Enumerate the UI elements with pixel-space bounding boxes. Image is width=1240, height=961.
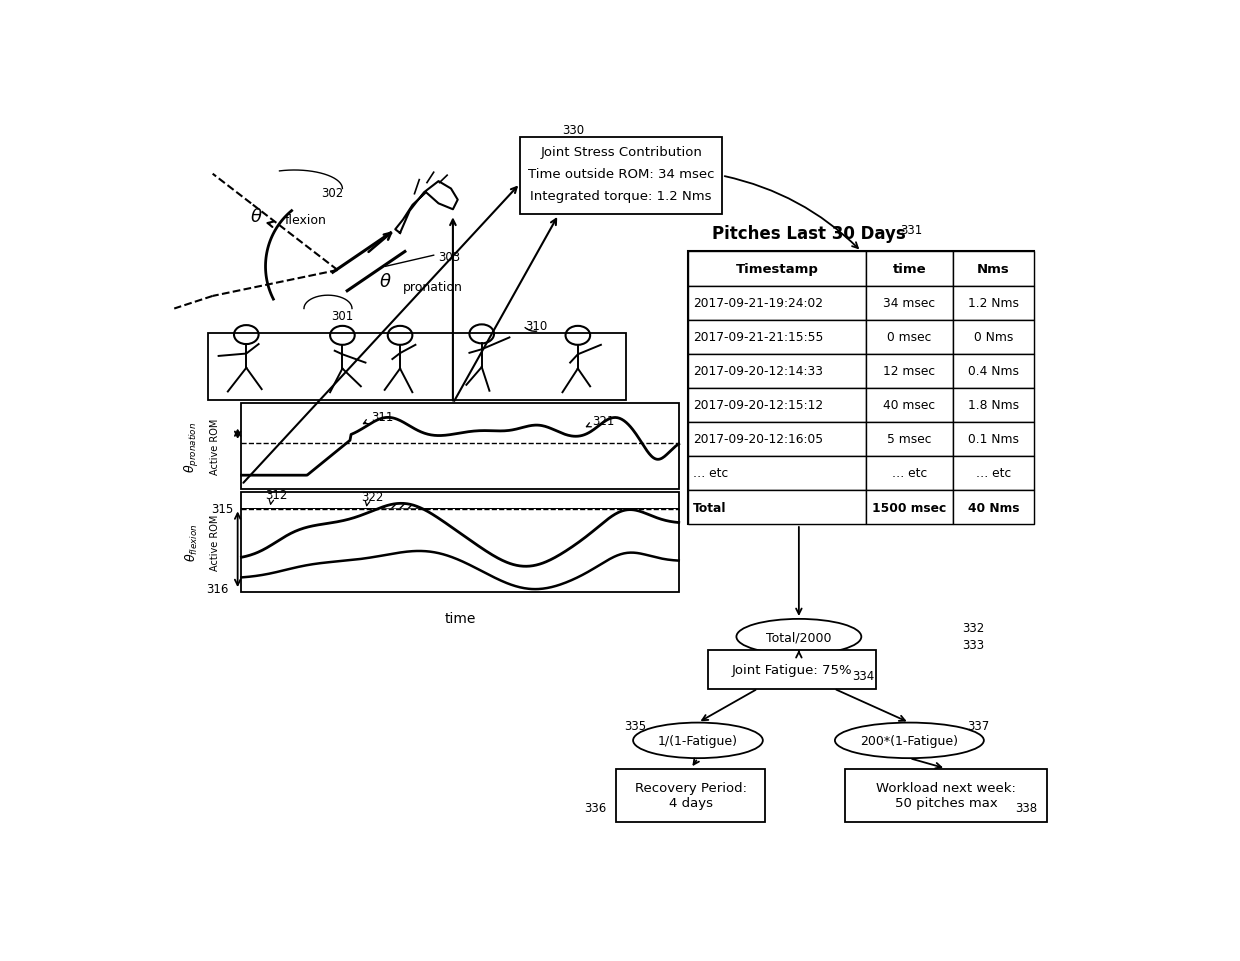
Text: Integrated torque: 1.2 Nms: Integrated torque: 1.2 Nms xyxy=(531,190,712,203)
Ellipse shape xyxy=(737,619,862,654)
Bar xyxy=(952,456,1034,490)
Text: 337: 337 xyxy=(967,719,990,732)
Text: 322: 322 xyxy=(362,490,384,504)
Text: 2017-09-20-12:16:05: 2017-09-20-12:16:05 xyxy=(693,433,823,446)
Text: 0.4 Nms: 0.4 Nms xyxy=(968,365,1019,378)
Bar xyxy=(688,423,866,456)
Text: … etc: … etc xyxy=(693,467,728,480)
Text: 12 msec: 12 msec xyxy=(883,365,935,378)
Ellipse shape xyxy=(835,723,983,758)
Text: $\theta_{flexion}$: $\theta_{flexion}$ xyxy=(184,524,200,562)
Bar xyxy=(208,333,626,400)
Text: 2017-09-21-19:24:02: 2017-09-21-19:24:02 xyxy=(693,297,823,309)
Text: 200*(1-Fatigue): 200*(1-Fatigue) xyxy=(861,734,959,747)
Text: 310: 310 xyxy=(525,320,547,333)
Text: 0 msec: 0 msec xyxy=(887,331,931,344)
Bar xyxy=(866,423,952,456)
Bar xyxy=(688,456,866,490)
Bar xyxy=(866,252,952,286)
Text: Active ROM: Active ROM xyxy=(210,514,219,571)
Text: 34 msec: 34 msec xyxy=(883,297,935,309)
Text: 2017-09-21-21:15:55: 2017-09-21-21:15:55 xyxy=(693,331,823,344)
Bar xyxy=(688,286,866,320)
Text: 1/(1-Fatigue): 1/(1-Fatigue) xyxy=(658,734,738,747)
Text: Active ROM: Active ROM xyxy=(210,418,219,475)
Text: 2017-09-20-12:15:12: 2017-09-20-12:15:12 xyxy=(693,399,823,412)
Bar xyxy=(952,423,1034,456)
Text: 1500 msec: 1500 msec xyxy=(872,501,946,514)
Text: 1.8 Nms: 1.8 Nms xyxy=(968,399,1019,412)
Text: Nms: Nms xyxy=(977,262,1009,276)
Text: $\theta_{pronation}$: $\theta_{pronation}$ xyxy=(182,421,201,472)
Bar xyxy=(866,388,952,423)
Text: Pitches Last 30 Days: Pitches Last 30 Days xyxy=(712,225,905,243)
Text: Joint Stress Contribution: Joint Stress Contribution xyxy=(541,146,702,159)
Text: $\theta$: $\theta$ xyxy=(249,208,262,226)
Text: Joint Fatigue: 75%: Joint Fatigue: 75% xyxy=(732,663,852,676)
Bar xyxy=(708,651,875,689)
Text: 40 Nms: 40 Nms xyxy=(967,501,1019,514)
Text: Workload next week:
50 pitches max: Workload next week: 50 pitches max xyxy=(875,781,1016,809)
Bar xyxy=(688,388,866,423)
Bar xyxy=(242,404,678,489)
Text: 333: 333 xyxy=(962,638,985,651)
Text: 334: 334 xyxy=(852,669,874,682)
Text: 2017-09-20-12:14:33: 2017-09-20-12:14:33 xyxy=(693,365,823,378)
Bar xyxy=(688,355,866,388)
Text: pronation: pronation xyxy=(403,281,463,293)
Text: 332: 332 xyxy=(962,621,985,634)
Text: 301: 301 xyxy=(331,310,353,323)
Bar xyxy=(688,252,1034,525)
Text: 338: 338 xyxy=(1016,801,1037,814)
Text: 302: 302 xyxy=(321,186,343,200)
Bar xyxy=(952,388,1034,423)
Text: … etc: … etc xyxy=(976,467,1011,480)
Text: Timestamp: Timestamp xyxy=(735,262,818,276)
Text: 316: 316 xyxy=(206,582,228,596)
Bar xyxy=(521,137,722,215)
Text: 40 msec: 40 msec xyxy=(883,399,935,412)
Text: 0.1 Nms: 0.1 Nms xyxy=(968,433,1019,446)
Text: 321: 321 xyxy=(593,414,615,428)
Text: 0 Nms: 0 Nms xyxy=(973,331,1013,344)
Bar xyxy=(242,493,678,593)
Text: 1.2 Nms: 1.2 Nms xyxy=(968,297,1019,309)
Bar xyxy=(844,769,1047,822)
Text: 311: 311 xyxy=(371,410,393,423)
Bar xyxy=(952,490,1034,525)
Bar xyxy=(952,252,1034,286)
Text: flexion: flexion xyxy=(285,214,326,227)
Text: 303: 303 xyxy=(439,251,460,264)
Text: 312: 312 xyxy=(265,488,288,502)
Text: Total/2000: Total/2000 xyxy=(766,630,832,644)
Text: 331: 331 xyxy=(900,224,923,236)
Bar xyxy=(866,320,952,355)
Text: 315: 315 xyxy=(212,503,234,515)
Bar xyxy=(688,490,866,525)
Bar xyxy=(952,320,1034,355)
Bar xyxy=(688,320,866,355)
Text: Total: Total xyxy=(693,501,727,514)
Text: time: time xyxy=(893,262,926,276)
Ellipse shape xyxy=(634,723,763,758)
Bar xyxy=(616,769,765,822)
Text: time: time xyxy=(444,611,476,626)
Bar xyxy=(866,490,952,525)
Bar xyxy=(952,355,1034,388)
Text: 5 msec: 5 msec xyxy=(887,433,931,446)
Bar xyxy=(952,286,1034,320)
Bar xyxy=(866,456,952,490)
Bar xyxy=(866,355,952,388)
Text: 336: 336 xyxy=(584,801,606,814)
Bar xyxy=(688,252,866,286)
Bar xyxy=(866,286,952,320)
Text: 330: 330 xyxy=(562,124,584,136)
Text: $\theta$: $\theta$ xyxy=(379,273,392,291)
Text: Time outside ROM: 34 msec: Time outside ROM: 34 msec xyxy=(528,168,714,181)
Text: Recovery Period:
4 days: Recovery Period: 4 days xyxy=(635,781,746,809)
Text: … etc: … etc xyxy=(892,467,928,480)
Text: 335: 335 xyxy=(624,719,646,732)
